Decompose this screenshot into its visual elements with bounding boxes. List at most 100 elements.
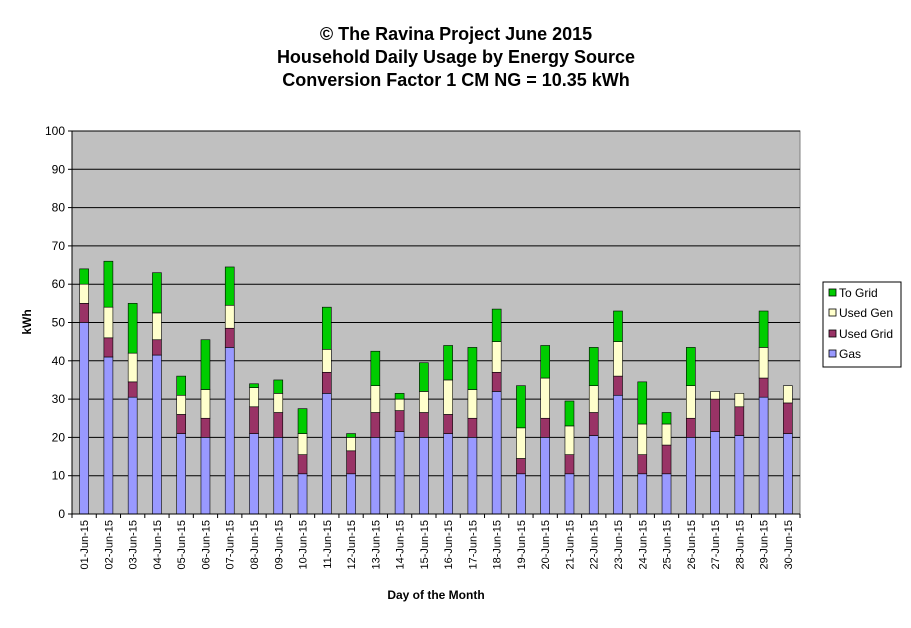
bar-used-gen xyxy=(370,385,381,413)
x-tick-label: 18-Jun-15 xyxy=(492,520,504,570)
x-tick-label: 07-Jun-15 xyxy=(225,520,237,570)
bar-gas xyxy=(491,391,502,515)
bar-used-gen xyxy=(79,283,89,304)
x-tick-label: 15-Jun-15 xyxy=(419,520,431,570)
x-tick-label: 17-Jun-15 xyxy=(467,520,479,570)
bar-used-gen xyxy=(200,389,211,419)
bar-used-gen xyxy=(321,349,332,373)
x-tick-label: 14-Jun-15 xyxy=(395,520,407,570)
bar-used-gen xyxy=(661,423,672,446)
x-tick-label: 29-Jun-15 xyxy=(759,520,771,570)
x-tick-label: 09-Jun-15 xyxy=(273,520,285,570)
bar-gas xyxy=(419,437,429,515)
bar-used-gen xyxy=(758,347,769,379)
x-tick-label: 10-Jun-15 xyxy=(298,520,310,570)
bar-to-grid xyxy=(516,385,526,429)
bar-to-grid xyxy=(152,272,162,314)
bar-used-gen xyxy=(346,437,356,452)
bar-gas xyxy=(103,356,114,515)
chart-title-line-1: © The Ravina Project June 2015 xyxy=(320,24,592,44)
bar-to-grid xyxy=(661,412,672,425)
bar-gas xyxy=(297,473,308,515)
y-axis-ticks: 0 10 20 30 40 50 60 70 80 90 100 xyxy=(45,124,72,521)
x-tick-label: 25-Jun-15 xyxy=(662,520,674,570)
bar-to-grid xyxy=(419,362,429,392)
y-tick-label: 70 xyxy=(52,239,66,253)
bar-used-gen xyxy=(297,433,308,455)
legend-swatch-to-grid xyxy=(828,288,837,297)
bar-used-gen xyxy=(249,387,259,408)
bar-gas xyxy=(224,347,235,515)
y-tick-label: 100 xyxy=(45,124,65,138)
bar-to-grid xyxy=(613,310,623,342)
bar-used-gen xyxy=(176,394,186,415)
bar-to-grid xyxy=(297,408,308,434)
x-tick-label: 24-Jun-15 xyxy=(637,520,649,570)
bar-to-grid xyxy=(321,306,332,350)
bar-to-grid xyxy=(491,308,502,342)
bar-gas xyxy=(661,473,672,515)
bar-used-grid xyxy=(176,414,186,434)
bar-to-grid xyxy=(540,345,551,379)
bar-gas xyxy=(637,473,648,515)
bar-used-gen xyxy=(637,423,648,455)
y-tick-label: 20 xyxy=(52,430,66,444)
bar-gas xyxy=(710,431,720,515)
bar-used-grid xyxy=(419,412,429,438)
bar-gas xyxy=(516,473,526,515)
bar-gas xyxy=(734,435,745,515)
x-axis-ticks: 01-Jun-15 02-Jun-15 03-Jun-15 04-Jun-15 05-J… xyxy=(71,514,801,570)
bar-used-grid xyxy=(734,406,745,436)
bar-gas xyxy=(321,393,332,515)
bar-used-gen xyxy=(273,393,284,413)
bar-gas xyxy=(346,473,356,515)
bar-used-grid xyxy=(152,339,162,356)
bar-used-grid xyxy=(224,327,235,348)
x-tick-label: 06-Jun-15 xyxy=(200,520,212,570)
bar-used-grid xyxy=(467,417,478,438)
bar-to-grid xyxy=(224,266,235,306)
bar-used-grid xyxy=(637,454,648,475)
bar-gas xyxy=(783,433,793,515)
bar-gas xyxy=(588,435,599,515)
y-tick-label: 60 xyxy=(52,277,66,291)
y-tick-label: 80 xyxy=(52,201,66,215)
bar-used-gen xyxy=(419,391,429,413)
bar-used-grid xyxy=(516,458,526,475)
bar-used-grid xyxy=(200,417,211,438)
bar-to-grid xyxy=(588,347,599,386)
bar-to-grid xyxy=(103,260,114,308)
bar-gas xyxy=(370,437,381,515)
x-tick-label: 05-Jun-15 xyxy=(176,520,188,570)
x-axis-label: Day of the Month xyxy=(387,588,484,602)
bar-gas xyxy=(467,437,478,515)
bar-used-grid xyxy=(443,414,453,434)
bar-used-gen xyxy=(734,393,745,408)
bar-to-grid xyxy=(273,379,284,394)
bar-gas xyxy=(176,433,186,515)
bar-used-grid xyxy=(79,303,89,323)
bar-gas xyxy=(758,396,769,515)
bar-gas xyxy=(540,437,551,515)
bar-to-grid xyxy=(467,347,478,390)
bars xyxy=(79,260,793,515)
bar-to-grid xyxy=(176,375,186,396)
legend-swatch-used-grid xyxy=(828,329,837,338)
bar-gas xyxy=(685,437,696,515)
bar-used-gen xyxy=(224,304,235,329)
bar-gas xyxy=(249,433,259,515)
y-tick-label: 50 xyxy=(52,316,66,330)
bar-to-grid xyxy=(443,345,453,381)
bar-used-grid xyxy=(370,412,381,438)
bar-used-grid xyxy=(758,377,769,398)
bar-used-gen xyxy=(491,341,502,373)
bar-used-gen xyxy=(710,391,720,400)
bar-used-grid xyxy=(394,410,405,432)
bar-gas xyxy=(200,437,211,515)
bar-used-grid xyxy=(588,412,599,436)
bar-to-grid xyxy=(564,400,575,427)
x-tick-label: 08-Jun-15 xyxy=(249,520,261,570)
bar-gas xyxy=(127,396,138,515)
bar-used-grid xyxy=(685,417,696,438)
